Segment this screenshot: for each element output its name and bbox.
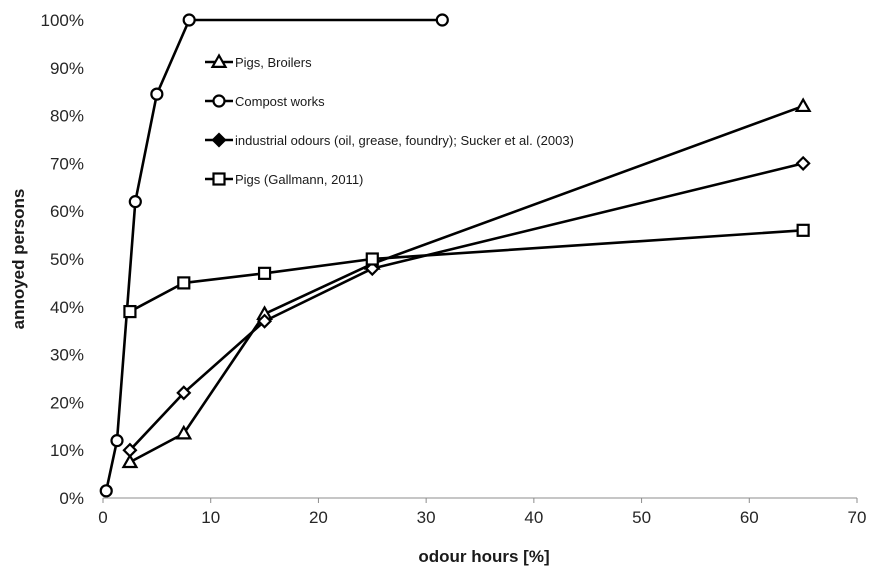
x-tick-label: 10 (201, 508, 220, 527)
data-point-triangle (121, 453, 139, 469)
series-triangle (121, 97, 812, 469)
x-tick-label: 30 (417, 508, 436, 527)
y-tick-label: 0% (59, 489, 84, 508)
data-point-triangle (794, 97, 812, 113)
x-tick-label: 60 (740, 508, 759, 527)
data-point-circle (128, 195, 142, 209)
series-square (123, 223, 810, 319)
y-tick-label: 70% (50, 154, 84, 173)
data-point-square (123, 304, 137, 319)
legend: Pigs, Broilers Compost works industrial od… (205, 53, 574, 187)
series-line (129, 229, 804, 313)
data-point-diamond (795, 155, 811, 171)
y-tick-label: 90% (50, 59, 84, 78)
y-axis-ticks: 0% 10% 20% 30% 40% 50% 60% 70% 80% 90% 100% (41, 11, 84, 508)
data-point-circle (99, 484, 113, 498)
legend-label: Pigs (Gallmann, 2011) (235, 172, 363, 187)
data-point-diamond (211, 132, 227, 148)
x-axis-title: odour hours [%] (418, 547, 549, 566)
data-point-square (212, 172, 226, 186)
legend-label: Pigs, Broilers (235, 55, 312, 70)
series-diamond (122, 155, 811, 458)
data-point-diamond (122, 442, 138, 458)
x-axis-ticks: 0 10 20 30 40 50 60 70 (98, 498, 866, 527)
data-point-square (257, 266, 272, 280)
x-tick-label: 70 (848, 508, 867, 527)
y-tick-label: 50% (50, 250, 84, 269)
series-line (128, 162, 804, 452)
data-point-square (177, 276, 191, 290)
y-tick-label: 60% (50, 202, 84, 221)
data-point-square (796, 223, 810, 237)
data-point-square (365, 252, 379, 266)
data-point-diamond (176, 385, 192, 401)
series-line (129, 104, 804, 464)
legend-label: Compost works (235, 94, 325, 109)
data-point-circle (435, 13, 449, 27)
legend-entry: Pigs (Gallmann, 2011) (205, 172, 363, 187)
x-tick-label: 0 (98, 508, 107, 527)
y-tick-label: 100% (41, 11, 84, 30)
data-point-circle (182, 13, 196, 27)
y-tick-label: 30% (50, 346, 84, 365)
y-tick-label: 20% (50, 393, 84, 412)
legend-entry: Compost works (205, 94, 325, 109)
x-tick-label: 40 (524, 508, 543, 527)
data-point-circle (110, 434, 124, 448)
legend-entry: industrial odours (oil, grease, foundry)… (205, 132, 574, 148)
y-tick-label: 10% (50, 441, 84, 460)
data-point-triangle (175, 424, 193, 440)
series-layer (99, 13, 812, 498)
data-point-circle (150, 87, 164, 101)
data-point-circle (212, 94, 226, 108)
x-tick-label: 20 (309, 508, 328, 527)
legend-label: industrial odours (oil, grease, foundry)… (235, 133, 574, 148)
data-point-triangle (210, 53, 228, 68)
y-tick-label: 80% (50, 107, 84, 126)
series-line (104, 18, 443, 492)
y-axis-title: annoyed persons (9, 189, 28, 330)
legend-entry: Pigs, Broilers (205, 53, 312, 70)
x-tick-label: 50 (632, 508, 651, 527)
series-circle (99, 13, 449, 498)
data-point-diamond (257, 313, 273, 329)
y-tick-label: 40% (50, 298, 84, 317)
